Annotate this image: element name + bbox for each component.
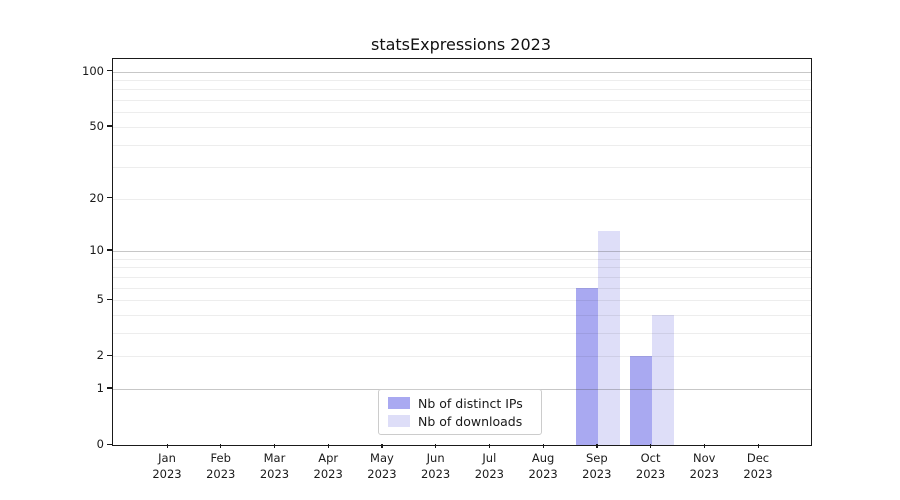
gridline-minor [113, 332, 811, 334]
x-tick-label-jan: Jan 2023 [152, 451, 182, 481]
x-tick-mark [273, 444, 276, 448]
legend-label-downloads: Nb of downloads [418, 413, 523, 429]
x-tick-label-oct: Oct 2023 [635, 451, 666, 481]
legend-swatch-distinct-ips-icon [388, 397, 410, 409]
gridline-minor [113, 267, 811, 269]
y-tick-label: 20 [89, 190, 104, 205]
bar-oct-downloads [651, 314, 674, 445]
gridline-minor [113, 314, 811, 316]
legend-item-distinct-ips: Nb of distinct IPs [379, 396, 541, 411]
bars-layer [113, 59, 811, 445]
x-tick-label-jul: Jul 2023 [474, 451, 504, 481]
x-tick-mark [381, 444, 383, 448]
gridline-minor [113, 100, 811, 102]
plot-area [112, 58, 812, 446]
gridline-minor [113, 80, 811, 82]
y-tick-mark [107, 197, 112, 199]
bar-sep-distinct-ips [575, 287, 598, 445]
chart-title: statsExpressions 2023 [370, 35, 551, 54]
y-tick-mark [107, 125, 112, 127]
gridline-minor [113, 167, 811, 169]
y-tick-mark [107, 298, 112, 300]
x-tick-mark [757, 444, 759, 448]
y-tick-mark [107, 387, 112, 389]
x-tick-mark [488, 444, 491, 448]
x-tick-label-jun: Jun 2023 [420, 451, 451, 481]
y-tick-label: 5 [96, 292, 104, 307]
y-tick-mark [107, 249, 112, 251]
x-tick-mark [703, 444, 705, 448]
x-tick-mark [596, 444, 598, 448]
legend-label-distinct-ips: Nb of distinct IPs [418, 395, 523, 411]
bar-sep-downloads [597, 231, 620, 445]
y-tick-mark [107, 443, 112, 445]
bar-oct-distinct-ips [629, 356, 652, 445]
y-tick-label: 10 [89, 242, 104, 257]
x-tick-mark [435, 444, 437, 448]
y-tick-label: 50 [89, 118, 104, 133]
gridline-minor [113, 126, 811, 128]
x-tick-label-mar: Mar 2023 [259, 451, 290, 481]
gridline-minor [113, 300, 811, 302]
y-tick-label: 0 [96, 437, 104, 451]
legend-item-downloads: Nb of downloads [379, 414, 541, 429]
x-tick-mark [650, 444, 652, 448]
x-tick-label-apr: Apr 2023 [313, 451, 343, 481]
gridline-minor [113, 89, 811, 91]
gridline-minor [113, 144, 811, 146]
x-tick-label-may: May 2023 [367, 451, 397, 481]
x-tick-label-sep: Sep 2023 [582, 451, 612, 481]
y-tick-mark [107, 70, 112, 72]
gridline-minor [113, 276, 811, 278]
x-tick-mark [220, 444, 222, 448]
gridline-minor [113, 356, 811, 358]
grid-layer [113, 59, 811, 445]
legend-swatch-downloads-icon [388, 415, 410, 427]
gridline-minor [113, 258, 811, 260]
x-tick-label-nov: Nov 2023 [689, 451, 719, 481]
y-tick-mark [107, 354, 112, 356]
x-tick-label-feb: Feb 2023 [206, 451, 236, 481]
gridline-minor [113, 112, 811, 114]
x-tick-label-aug: Aug 2023 [528, 451, 558, 481]
gridline-minor [113, 198, 811, 200]
gridline-minor [113, 287, 811, 289]
x-tick-mark [327, 444, 329, 448]
x-tick-mark [166, 444, 168, 448]
y-tick-label: 1 [96, 380, 104, 395]
x-tick-label-dec: Dec 2023 [743, 451, 773, 481]
gridline-major [113, 71, 811, 73]
legend: Nb of distinct IPs Nb of downloads [378, 389, 542, 435]
y-tick-label: 2 [96, 348, 104, 363]
x-tick-mark [542, 444, 544, 448]
y-tick-label: 100 [82, 63, 104, 78]
gridline-major [113, 250, 811, 252]
